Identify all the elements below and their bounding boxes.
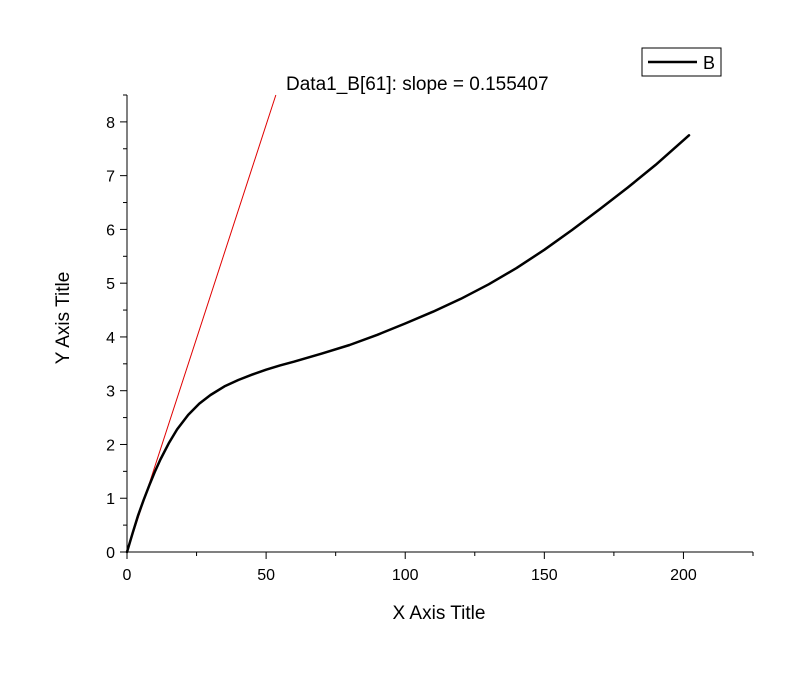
y-tick-label: 3: [106, 384, 115, 401]
y-tick-label: 1: [106, 491, 115, 508]
y-tick-label: 4: [106, 330, 115, 347]
y-tick-label: 0: [106, 545, 115, 562]
x-tick-label: 200: [670, 567, 697, 584]
plot-area: [125, 94, 691, 554]
x-tick-label: 0: [123, 567, 132, 584]
tangent-line: [126, 94, 277, 553]
y-tick-label: 7: [106, 169, 115, 186]
x-axis-title: X Axis Title: [393, 603, 486, 624]
axes: 0 50 100 150 200 0 1 2 3 4 5 6 7 8: [106, 94, 754, 584]
tangent-annotation: Data1_B[61]: slope = 0.155407: [286, 74, 549, 95]
x-tick-label: 150: [531, 567, 558, 584]
y-tick-label: 2: [106, 437, 115, 454]
legend: B: [641, 47, 722, 77]
y-tick-label: 6: [106, 222, 115, 239]
legend-label-b: B: [703, 53, 715, 73]
y-tick-label: 5: [106, 276, 115, 293]
y-tick-label: 8: [106, 115, 115, 132]
y-axis-title: Y Axis Title: [53, 272, 74, 365]
series-line-b: [125, 134, 691, 554]
x-tick-label: 100: [392, 567, 419, 584]
x-tick-label: 50: [257, 567, 275, 584]
